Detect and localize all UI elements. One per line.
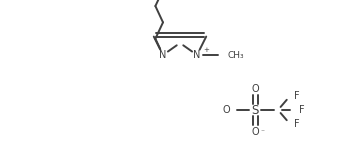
Text: O: O — [251, 127, 259, 137]
Text: F: F — [294, 91, 300, 101]
Text: ⁻: ⁻ — [260, 128, 264, 136]
Text: O: O — [222, 105, 230, 115]
Text: O: O — [251, 84, 259, 94]
Text: CH₃: CH₃ — [228, 51, 245, 59]
Text: N: N — [193, 50, 201, 60]
Text: +: + — [203, 47, 209, 53]
Text: S: S — [251, 104, 259, 117]
Text: N: N — [159, 50, 167, 60]
Text: F: F — [294, 119, 300, 129]
Text: F: F — [299, 105, 305, 115]
